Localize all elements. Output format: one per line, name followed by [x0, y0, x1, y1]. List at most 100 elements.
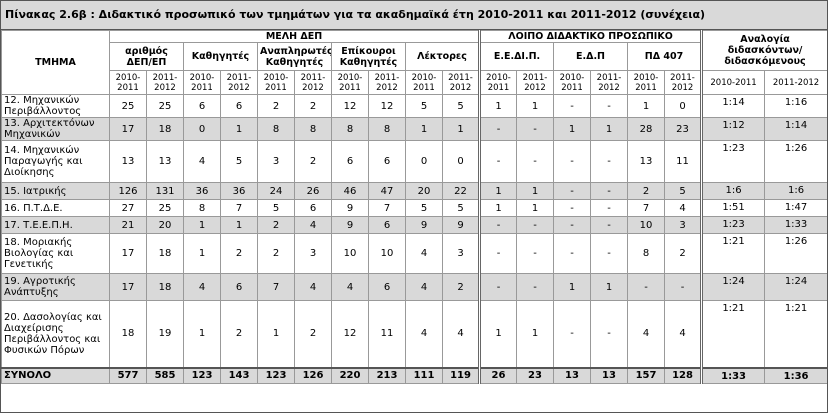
value-cell: - — [553, 140, 592, 183]
ratio-cell: 1:36 — [764, 366, 827, 384]
value-cell: 18 — [146, 117, 184, 141]
value-cell: 1 — [220, 216, 258, 234]
value-cell: 2 — [220, 300, 258, 368]
value-cell: - — [590, 94, 629, 118]
group-header: ΜΕΛΗ ΔΕΠ — [108, 30, 481, 43]
value-cell: 19 — [146, 300, 184, 368]
value-cell: 2 — [441, 273, 481, 301]
column-header: Λέκτορες — [404, 42, 481, 71]
value-cell: 4 — [294, 216, 332, 234]
value-cell: 47 — [368, 182, 406, 200]
table-row: 13. Αρχιτεκτόνων Μηχανικών 17 18 0 1 8 8 8 8 1 1- -… — [1, 117, 827, 141]
table-row: 14. Μηχανικών Παραγωγής και Διοίκησης 13 1… — [1, 140, 827, 183]
ratio-cell: 1:16 — [764, 94, 827, 118]
value-cell: 12 — [331, 94, 369, 118]
ratio-cell: 1:6 — [764, 182, 827, 200]
value-cell: - — [590, 233, 629, 274]
year-header: 2010-2011 — [183, 70, 221, 95]
table-row: 16. Π.Τ.Δ.Ε. 27 25 8 7 5 6 9 7 5 5 1 1- -7 4 1:51 1:47 — [1, 199, 827, 217]
value-cell: - — [627, 273, 666, 301]
value-cell: - — [590, 300, 629, 368]
value-cell: 1 — [478, 182, 518, 200]
value-cell: 6 — [294, 199, 332, 217]
value-cell: 1 — [516, 182, 555, 200]
year-header: 2011-2012 — [294, 70, 332, 95]
value-cell: 1 — [183, 233, 221, 274]
value-cell: - — [478, 140, 518, 183]
value-cell: 128 — [664, 366, 703, 384]
value-cell: 20 — [146, 216, 184, 234]
year-header: 2010-2011 — [553, 70, 592, 95]
value-cell: 1 — [516, 199, 555, 217]
value-cell: 24 — [257, 182, 295, 200]
ratio-cell: 1:33 — [764, 216, 827, 234]
department-cell: 18. Μοριακής Βιολογίας και Γενετικής — [1, 233, 110, 274]
department-cell: 19. Αγροτικής Ανάπτυξης — [1, 273, 110, 301]
table-row: 19. Αγροτικής Ανάπτυξης 17 18 4 6 7 4 4 6 4 2- -1 1-… — [1, 273, 827, 301]
value-cell: - — [516, 216, 555, 234]
value-cell: 7 — [627, 199, 666, 217]
ratio-cell: 1:14 — [764, 117, 827, 141]
value-cell: 4 — [294, 273, 332, 301]
value-cell: - — [590, 199, 629, 217]
value-cell: 1 — [183, 216, 221, 234]
department-cell: 12. Μηχανικών Περιβάλλοντος — [1, 94, 110, 118]
year-header: 2010-2011 — [700, 70, 766, 95]
value-cell: 6 — [368, 216, 406, 234]
value-cell: 4 — [664, 199, 703, 217]
department-cell: 20. Δασολογίας και Διαχείρισης Περιβάλλο… — [1, 300, 110, 368]
value-cell: 4 — [405, 300, 443, 368]
value-cell: 2 — [257, 94, 295, 118]
value-cell: 7 — [368, 199, 406, 217]
value-cell: - — [516, 140, 555, 183]
value-cell: 6 — [368, 140, 406, 183]
year-header: 2010-2011 — [331, 70, 369, 95]
value-cell: 10 — [627, 216, 666, 234]
value-cell: 2 — [257, 216, 295, 234]
header-row: 2010-2011 2011-2012 2010-2011 2011-2012 2010… — [2, 70, 827, 95]
year-header: 2010-2011 — [478, 70, 518, 95]
department-cell: ΣΥΝΟΛΟ — [1, 366, 110, 384]
header-row: αριθμός ΔΕΠ/ΕΠ Καθηγητές Αναπληρωτές Καθηγ… — [2, 42, 828, 71]
group-header: ΛΟΙΠΟ ΔΙΔΑΚΤΙΚΟ ΠΡΟΣΩΠΙΚΟ — [478, 30, 703, 43]
value-cell: 2 — [627, 182, 666, 200]
value-cell: 6 — [220, 94, 258, 118]
value-cell: 2 — [294, 140, 332, 183]
value-cell: 2 — [257, 233, 295, 274]
value-cell: 13 — [146, 140, 184, 183]
department-cell: 14. Μηχανικών Παραγωγής και Διοίκησης — [1, 140, 110, 183]
value-cell: 27 — [109, 199, 147, 217]
value-cell: - — [664, 273, 703, 301]
value-cell: 5 — [257, 199, 295, 217]
header-cell: Αναλογία διδασκόντων/ διδασκόμενους — [700, 30, 827, 71]
ratio-cell: 1:21 — [764, 300, 827, 368]
ratio-cell: 1:24 — [700, 273, 766, 301]
value-cell: 13 — [109, 140, 147, 183]
value-cell: 23 — [516, 366, 555, 384]
value-cell: 4 — [331, 273, 369, 301]
value-cell: 21 — [109, 216, 147, 234]
value-cell: 213 — [368, 366, 406, 384]
value-cell: 9 — [331, 199, 369, 217]
value-cell: 23 — [664, 117, 703, 141]
value-cell: 5 — [220, 140, 258, 183]
value-cell: 2 — [220, 233, 258, 274]
value-cell: 1 — [590, 117, 629, 141]
column-header: Ε.Δ.Π — [553, 42, 629, 71]
table-title: Πίνακας 2.6β : Διδακτικό προσωπικό των τ… — [1, 1, 827, 30]
department-cell: 13. Αρχιτεκτόνων Μηχανικών — [1, 117, 110, 141]
value-cell: 9 — [441, 216, 481, 234]
header-cell: ΤΜΗΜΑ — [1, 30, 110, 95]
table-row: 18. Μοριακής Βιολογίας και Γενετικής 17 18… — [1, 233, 827, 274]
value-cell: 585 — [146, 366, 184, 384]
value-cell: - — [590, 216, 629, 234]
value-cell: 0 — [183, 117, 221, 141]
value-cell: 17 — [109, 233, 147, 274]
column-header: Ε.Ε.ΔΙ.Π. — [478, 42, 555, 71]
value-cell: 9 — [331, 216, 369, 234]
value-cell: 123 — [183, 366, 221, 384]
value-cell: - — [478, 117, 518, 141]
department-cell: 15. Ιατρικής — [1, 182, 110, 200]
value-cell: - — [553, 182, 592, 200]
value-cell: 22 — [441, 182, 481, 200]
